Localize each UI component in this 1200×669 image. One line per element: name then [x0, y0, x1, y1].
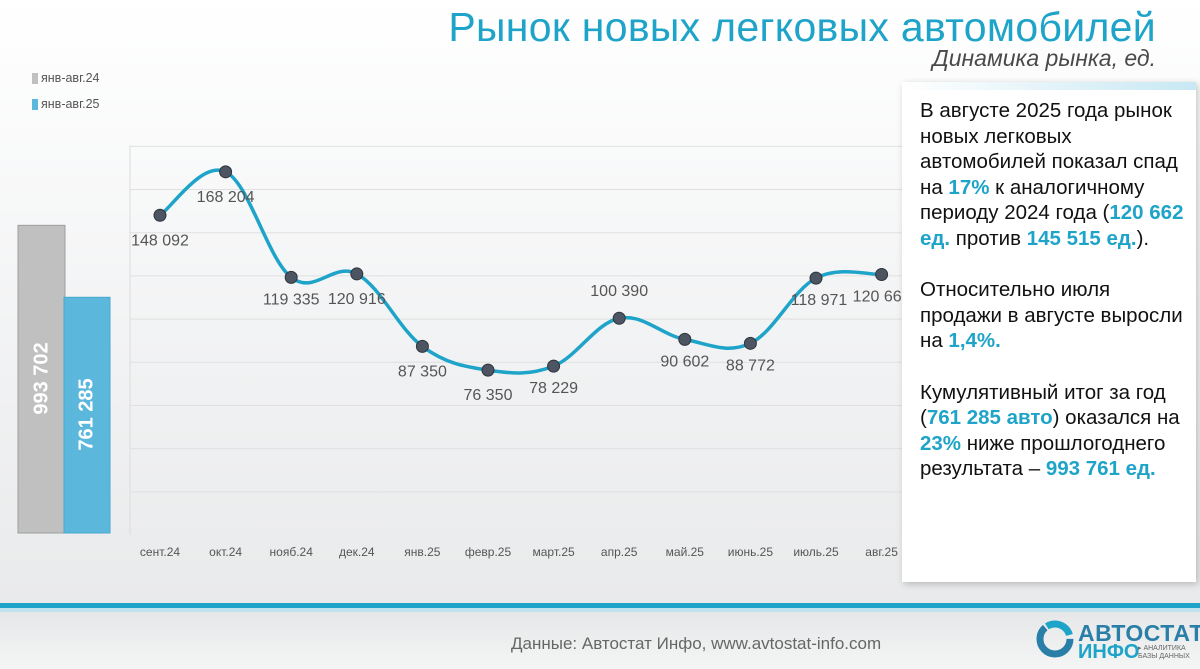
chart-gridlines	[129, 145, 915, 535]
data-label: 78 229	[529, 380, 578, 397]
commentary-panel	[902, 82, 1196, 582]
bar-value-label-2024: 993 702	[30, 342, 52, 415]
bar-value-label-2025: 761 285	[75, 378, 98, 451]
text-fragment: Относительно июля продажи в августе выро…	[920, 278, 1183, 352]
legend-item-2025: янв-авг.25	[32, 94, 99, 114]
data-point	[612, 311, 626, 325]
data-point	[743, 336, 757, 350]
text-fragment: ).	[1136, 226, 1150, 250]
x-tick-label: нояб.24	[270, 545, 314, 559]
legend-swatch-2025	[32, 98, 38, 110]
avtostat-logo-icon	[1036, 620, 1074, 658]
x-tick-label: янв.25	[404, 545, 441, 559]
data-label: 148 092	[131, 232, 189, 249]
ytd-bars	[17, 224, 111, 534]
data-label: 119 335	[263, 291, 320, 308]
x-axis-labels: сент.24 окт.24 нояб.24 дек.24 янв.25 февр.25 м…	[140, 545, 898, 559]
x-tick-label: окт.24	[209, 545, 242, 559]
x-tick-label: апр.25	[601, 545, 638, 559]
legend-label-2025: янв-авг.25	[41, 97, 100, 111]
data-label: 90 602	[660, 353, 709, 370]
legend-swatch-2024	[32, 72, 38, 84]
bar-legend: янв-авг.24 янв-авг.25	[32, 68, 99, 120]
x-tick-label: авг.25	[865, 545, 898, 559]
footer-band-light	[0, 608, 1200, 612]
data-label: 120 662	[853, 288, 911, 305]
page-title: Рынок новых легковых автомобилей	[448, 4, 1156, 50]
data-point	[678, 332, 692, 346]
data-label: 88 772	[726, 357, 775, 374]
logo-tagline: ▸ АНАЛИТИКА БАЗЫ ДАННЫХ	[1138, 645, 1190, 660]
data-point	[415, 339, 429, 353]
data-point	[547, 359, 561, 373]
data-source-link[interactable]: Данные: Автостат Инфо, www.avtostat-info…	[511, 634, 882, 653]
logo-name-line1: АВТОСТАТ	[1078, 620, 1200, 646]
panel-accent	[902, 82, 1196, 90]
data-point	[875, 267, 889, 281]
x-tick-label: май.25	[666, 545, 705, 559]
footer-band-dark	[0, 603, 1200, 608]
ytd-bar	[17, 224, 66, 534]
highlight-prev-ytd-value: 993 761 ед.	[1045, 457, 1156, 480]
highlight-aug24-value: 145 515 ед.	[1026, 226, 1137, 250]
data-label: 87 350	[398, 363, 447, 380]
footer	[0, 612, 1200, 669]
commentary-paragraph-1: В августе 2025 года рынок новых легковых…	[920, 98, 1192, 251]
text-fragment: ) оказался на	[1052, 406, 1180, 429]
logo-name-line2: ИНФО	[1078, 641, 1140, 663]
text-fragment: против	[950, 226, 1027, 250]
chart-subtitle: Динамика рынка, ед.	[932, 45, 1156, 71]
x-tick-label: июль.25	[793, 545, 839, 559]
data-label: 100 390	[590, 283, 648, 300]
commentary-paragraph-3: Кумулятивный итог за год (761 285 авто) …	[920, 380, 1192, 482]
text-fragment: Кумулятивный итог за год (	[920, 380, 1166, 430]
data-point	[481, 363, 495, 377]
text-fragment: ниже прошлогоднего результата –	[920, 431, 1166, 481]
legend-label-2024: янв-авг.24	[41, 71, 100, 85]
data-label: 168 204	[197, 189, 255, 206]
text-fragment: В августе 2025 года рынок новых легковых…	[920, 99, 1178, 199]
data-label: 118 971	[791, 292, 848, 309]
highlight-decline-pct: 17%	[948, 175, 990, 199]
commentary-paragraph-2: Относительно июля продажи в августе выро…	[920, 277, 1192, 354]
text-fragment: к аналогичному периоду 2024 года (	[920, 175, 1145, 225]
highlight-mom-pct: 1,4%.	[948, 329, 1001, 352]
data-point	[284, 270, 298, 284]
data-point	[153, 208, 167, 222]
line-chart: 148 092 168 204 119 335 120 916 87 350 76 350…	[17, 145, 915, 559]
highlight-ytd-pct: 23%	[920, 431, 962, 455]
ytd-bar	[63, 296, 111, 534]
data-point	[809, 271, 823, 285]
data-label: 76 350	[464, 387, 513, 404]
data-point	[219, 165, 233, 179]
series-line	[158, 168, 884, 375]
x-tick-label: сент.24	[140, 545, 180, 559]
highlight-aug25-value: 120 662 ед.	[920, 201, 1184, 250]
legend-item-2024: янв-авг.24	[32, 68, 99, 88]
highlight-ytd-value: 761 285 авто	[926, 406, 1053, 429]
commentary-text: В августе 2025 года рынок новых легковых…	[920, 98, 1192, 508]
monthly-line: 148 092 168 204 119 335 120 916 87 350 76 350…	[131, 165, 911, 404]
data-label: 120 916	[328, 291, 386, 308]
x-tick-label: июнь.25	[728, 545, 774, 559]
x-tick-label: февр.25	[465, 545, 512, 559]
x-tick-label: март.25	[533, 545, 576, 559]
x-tick-label: дек.24	[339, 545, 375, 559]
data-point	[350, 267, 364, 281]
